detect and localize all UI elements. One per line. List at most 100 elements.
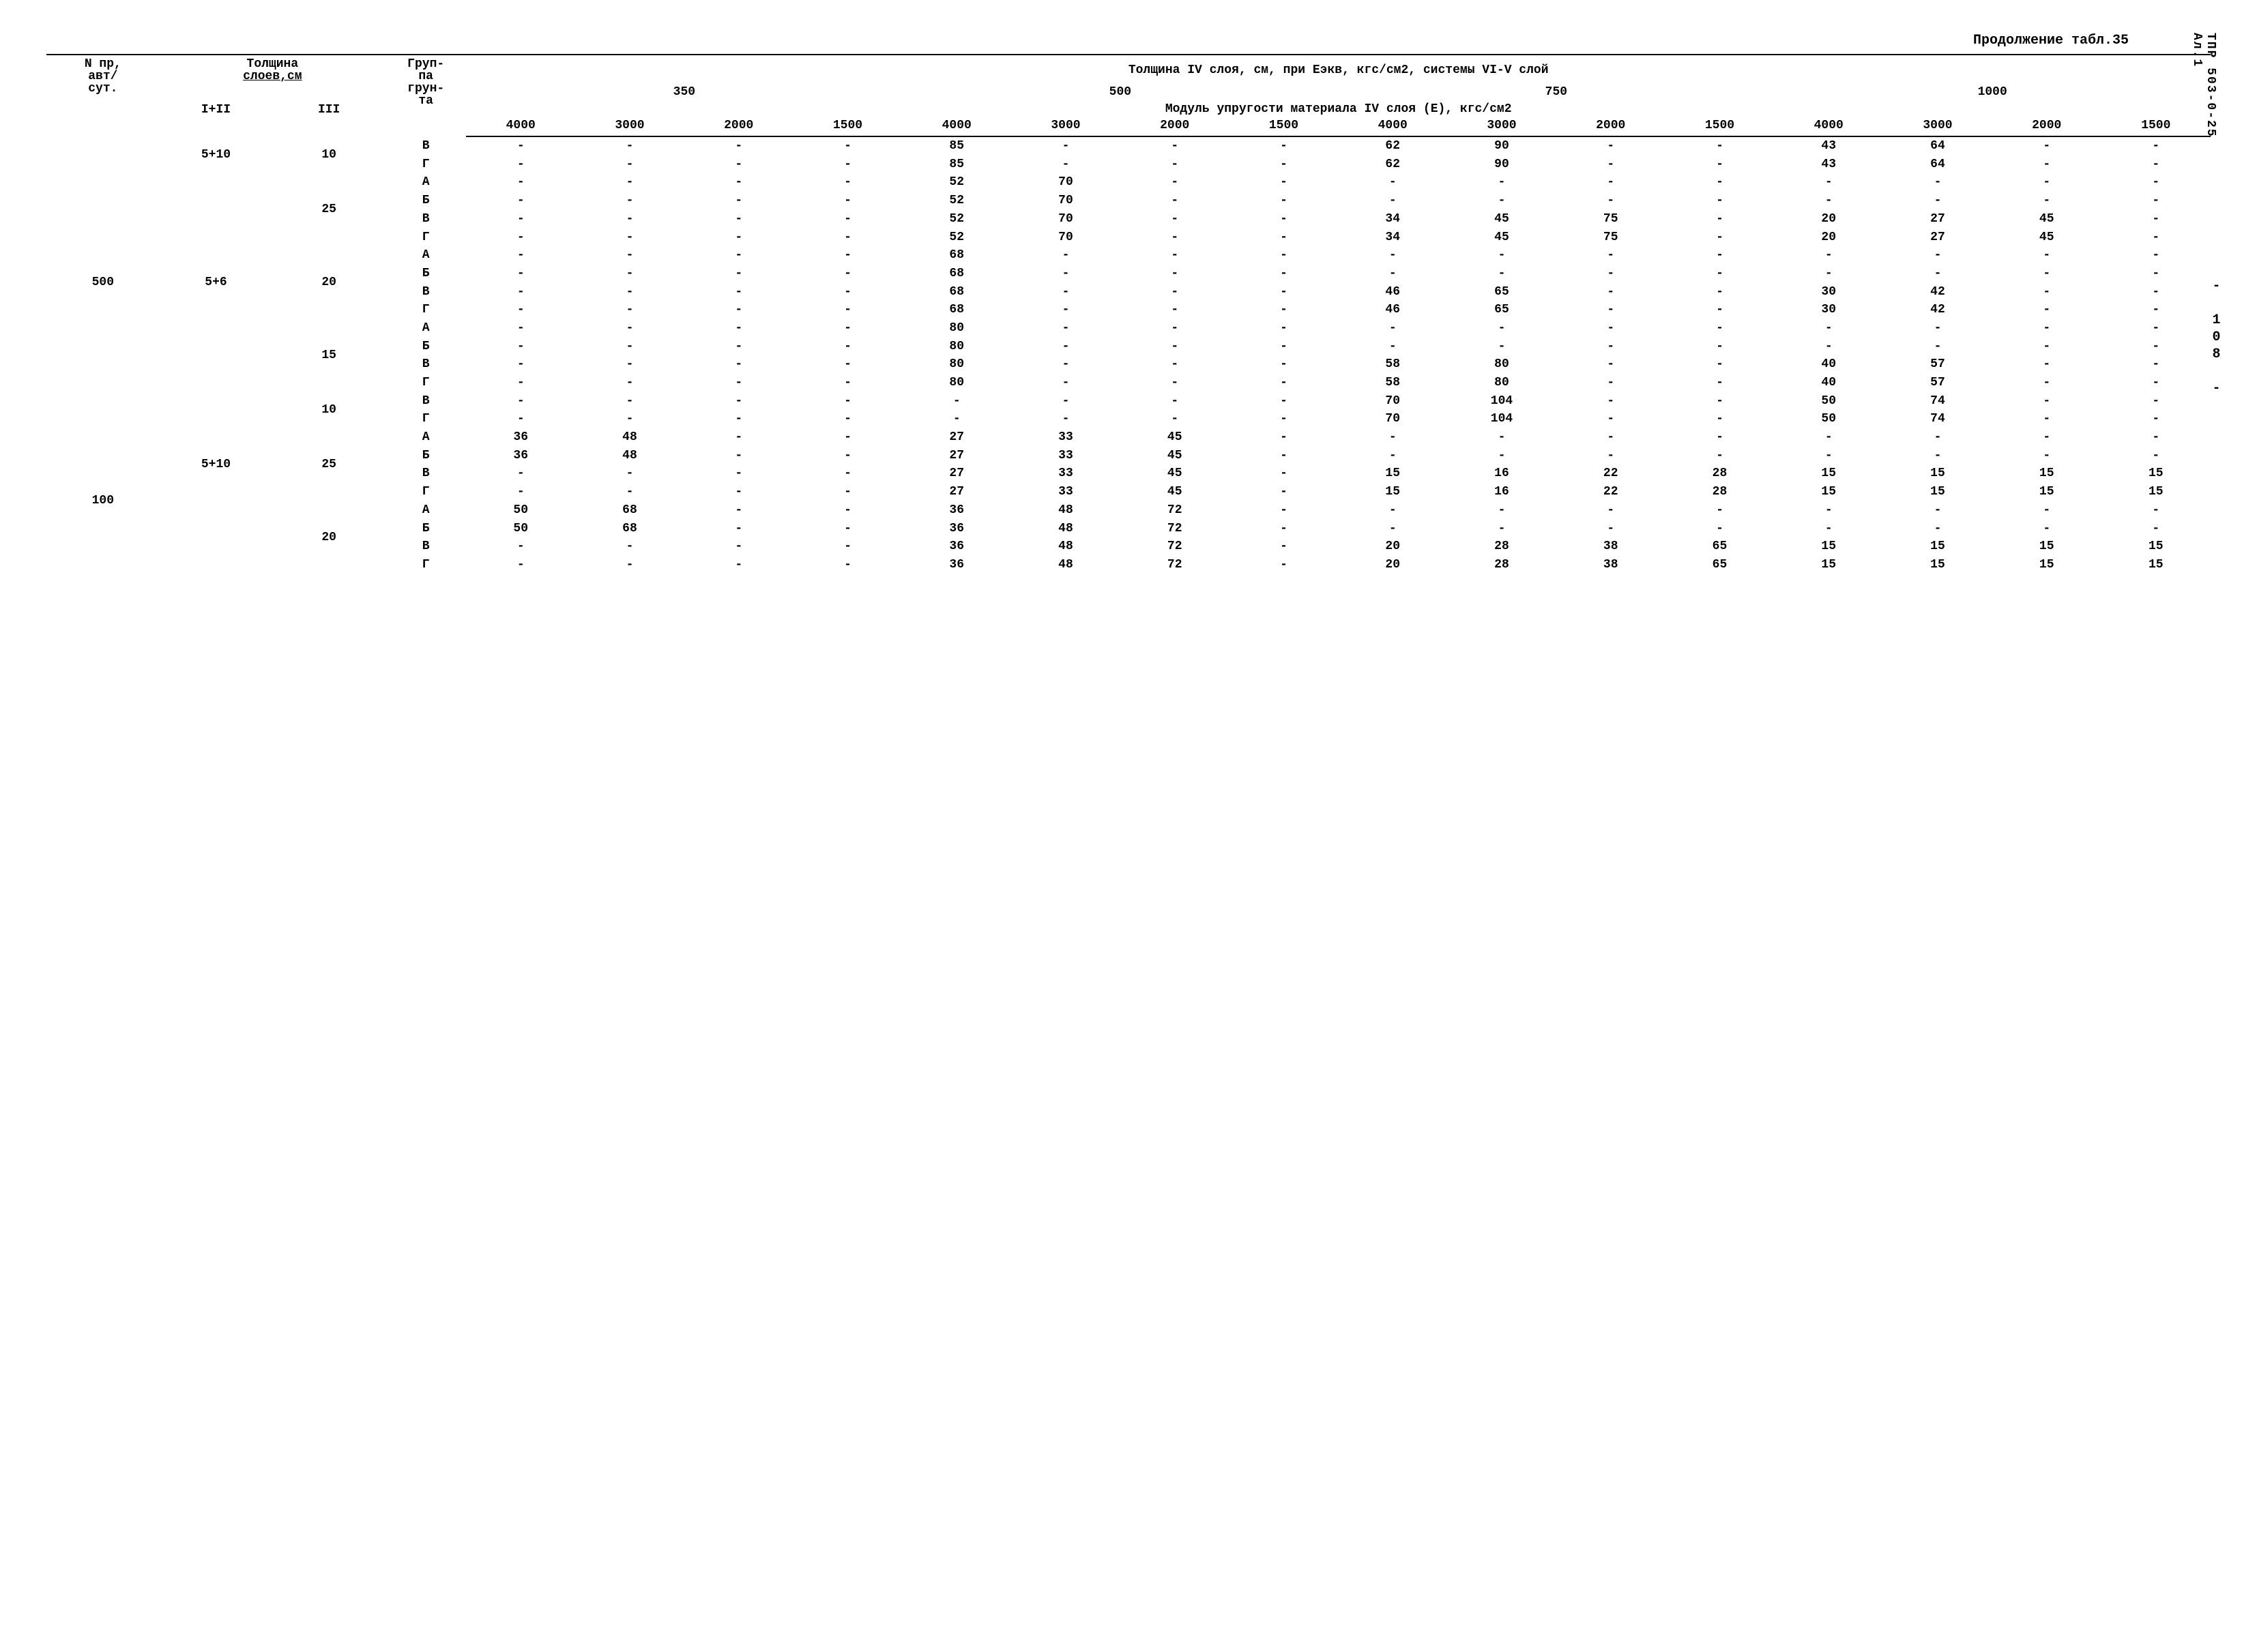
value-cell: 72 [1120,501,1229,520]
value-cell: - [1556,192,1665,210]
value-cell: - [684,283,793,301]
value-cell: 30 [1774,283,1883,301]
value-cell: - [1120,392,1229,411]
value-cell: - [1556,301,1665,319]
value-cell: - [1992,410,2101,428]
hdr-modulus-col: 2000 [1556,117,1665,136]
value-cell: 74 [1883,392,1992,411]
hdr-modulus-col: 1500 [1665,117,1775,136]
value-cell: - [1338,265,1447,283]
value-cell: - [575,228,684,247]
value-cell: - [684,156,793,174]
value-cell: - [793,392,903,411]
value-cell: - [466,483,575,501]
value-cell: 72 [1120,556,1229,574]
group-cell: Г [385,556,466,574]
value-cell: - [1883,520,1992,538]
value-cell: - [684,464,793,483]
table-row: 15А----80----------- [46,319,2211,338]
value-cell: 45 [1447,228,1556,247]
value-cell: - [1011,319,1120,338]
value-cell: - [1665,265,1775,283]
value-cell: 45 [1120,464,1229,483]
value-cell: - [1338,319,1447,338]
value-cell: - [1338,173,1447,192]
value-cell: 36 [902,537,1011,556]
value-cell: 80 [902,338,1011,356]
thk12-cell [160,319,273,392]
value-cell: - [1665,283,1775,301]
value-cell: - [1556,447,1665,465]
value-cell: 36 [902,501,1011,520]
thk12-cell [160,173,273,246]
value-cell: 52 [902,228,1011,247]
value-cell: 68 [575,520,684,538]
table-row: 1005+1025А3648--273345--------- [46,428,2211,447]
value-cell: - [575,173,684,192]
value-cell: - [1229,501,1339,520]
value-cell: - [1665,246,1775,265]
value-cell: - [1011,392,1120,411]
hdr-modulus-col: 2000 [1120,117,1229,136]
value-cell: - [466,156,575,174]
value-cell: - [1883,447,1992,465]
group-cell: А [385,501,466,520]
value-cell: - [2101,246,2211,265]
value-cell: - [466,374,575,392]
value-cell: - [466,338,575,356]
value-cell: - [1229,301,1339,319]
thk12-cell [160,392,273,428]
value-cell: - [793,283,903,301]
group-cell: Б [385,520,466,538]
value-cell: - [684,173,793,192]
value-cell: 42 [1883,283,1992,301]
value-cell: - [1774,447,1883,465]
value-cell: 68 [902,265,1011,283]
value-cell: - [1120,246,1229,265]
value-cell: - [575,156,684,174]
value-cell: 36 [902,556,1011,574]
value-cell: - [1992,136,2101,156]
value-cell: - [466,136,575,156]
value-cell: - [1774,520,1883,538]
table-caption: Продолжение табл.35 [46,33,2129,48]
value-cell: - [1774,338,1883,356]
hdr-modulus-col: 4000 [466,117,575,136]
value-cell: - [1665,374,1775,392]
value-cell: - [1120,265,1229,283]
value-cell: 48 [575,447,684,465]
value-cell: 16 [1447,483,1556,501]
value-cell: 15 [1992,483,2101,501]
value-cell: - [1011,338,1120,356]
value-cell: - [1883,319,1992,338]
hdr-npr: N пр, авт/ сут. [46,55,160,136]
group-cell: А [385,173,466,192]
value-cell: - [684,228,793,247]
value-cell: - [1992,319,2101,338]
value-cell: - [575,556,684,574]
value-cell: - [793,173,903,192]
value-cell: 20 [1774,228,1883,247]
value-cell: - [1556,136,1665,156]
value-cell: - [2101,520,2211,538]
value-cell: 70 [1011,192,1120,210]
value-cell: 15 [1883,483,1992,501]
value-cell: - [575,483,684,501]
hdr-group: Груп- па грун- та [385,55,466,136]
value-cell: - [1447,338,1556,356]
value-cell: 58 [1338,374,1447,392]
value-cell: 20 [1774,210,1883,228]
value-cell: - [793,520,903,538]
value-cell: 80 [1447,355,1556,374]
value-cell: - [1665,301,1775,319]
value-cell: 46 [1338,301,1447,319]
value-cell: 20 [1338,556,1447,574]
value-cell: - [793,464,903,483]
value-cell: - [466,319,575,338]
value-cell: - [1229,464,1339,483]
value-cell: 15 [1883,464,1992,483]
value-cell: - [1229,355,1339,374]
hdr-modulus-col: 4000 [1774,117,1883,136]
value-cell: - [1229,338,1339,356]
value-cell: - [1665,210,1775,228]
